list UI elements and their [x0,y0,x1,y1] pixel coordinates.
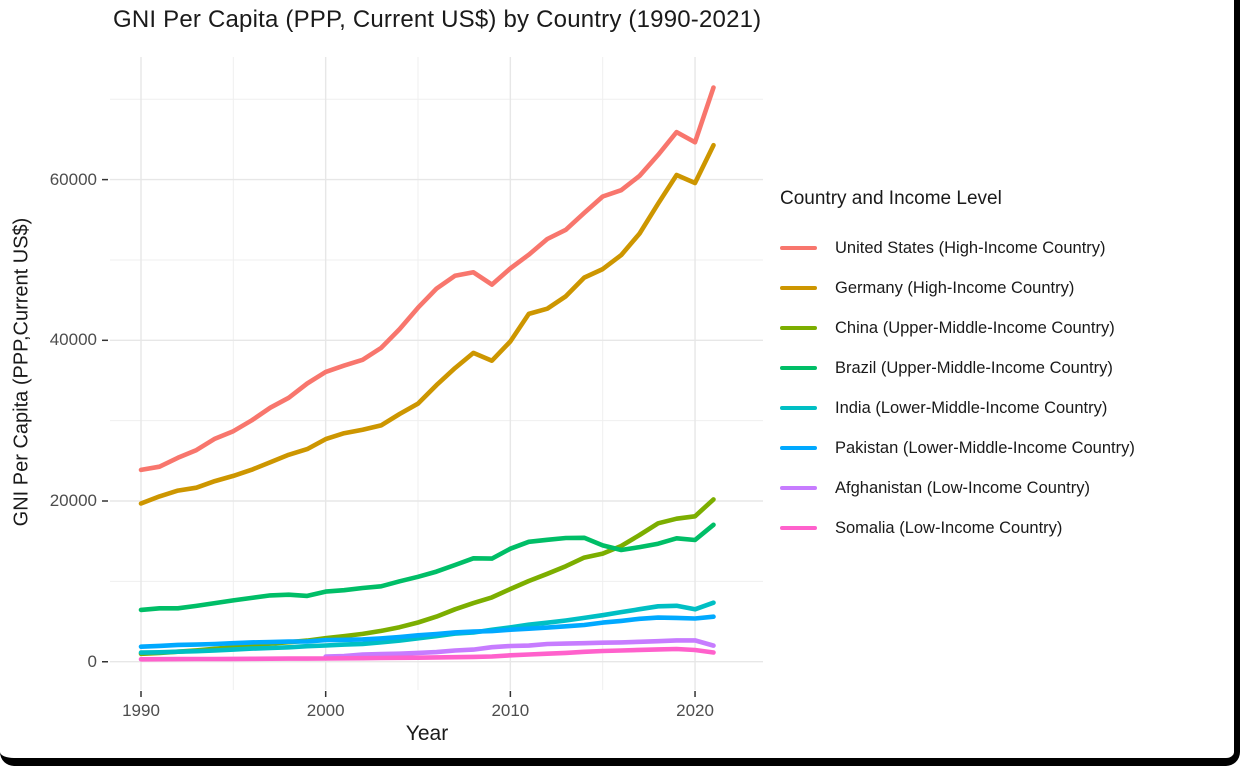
series-lines [138,85,716,662]
legend-key-swatch [780,245,817,251]
legend-item: Afghanistan (Low-Income Country) [780,477,1135,499]
gridlines [110,57,763,690]
y-tick-label: 60000 [49,169,97,189]
series-line-germany [138,142,716,506]
legend-item-label: Brazil (Upper-Middle-Income Country) [835,358,1113,377]
series-line-united-states [138,85,716,473]
series-line-india [138,600,716,655]
legend-item: India (Lower-Middle-Income Country) [780,397,1135,419]
x-tick-label: 2000 [306,701,345,720]
y-axis-title: GNI Per Capita (PPP,Current US$) [10,217,33,527]
legend-item: United States (High-Income Country) [780,237,1135,259]
legend-item-label: Germany (High-Income Country) [835,278,1075,297]
x-tick-label: 1990 [122,701,160,720]
legend-title: Country and Income Level [780,188,1002,209]
legend-item: Brazil (Upper-Middle-Income Country) [780,357,1135,379]
legend-item-label: United States (High-Income Country) [835,238,1106,257]
series-line-china [138,497,716,657]
legend-item: Germany (High-Income Country) [780,277,1135,299]
legend-items: United States (High-Income Country) Germa… [780,237,1135,539]
series-line-pakistan [138,614,716,649]
legend-key-swatch [780,405,817,411]
y-tick-label: 40000 [49,330,97,350]
legend-item: Somalia (Low-Income Country) [780,517,1135,539]
legend-key-swatch [780,325,817,331]
y-tick-label: 20000 [49,491,97,510]
series-line-brazil [138,522,716,613]
legend-key-swatch [780,445,817,451]
series-line-somalia [138,646,716,662]
x-axis-title: Year [405,722,449,745]
y-tick-label: 0 [87,651,97,671]
legend-key-swatch [780,365,817,371]
axis-ticks [102,178,696,697]
x-tick-label: 2010 [491,701,530,720]
chart-title: GNI Per Capita (PPP, Current US$) by Cou… [113,6,762,33]
legend-item: China (Upper-Middle-Income Country) [780,317,1135,339]
series-line-afghanistan [323,638,716,659]
legend-key-swatch [780,485,817,491]
legend-item-label: Somalia (Low-Income Country) [835,518,1063,537]
legend-item-label: Pakistan (Lower-Middle-Income Country) [835,438,1135,457]
legend-key-swatch [780,285,817,291]
legend-item: Pakistan (Lower-Middle-Income Country) [780,437,1135,459]
legend-item-label: China (Upper-Middle-Income Country) [835,318,1115,337]
legend-item-label: India (Lower-Middle-Income Country) [835,398,1108,417]
legend-key-swatch [780,525,817,531]
legend: Country and Income Level United States (… [780,188,1135,557]
legend-item-label: Afghanistan (Low-Income Country) [835,478,1090,497]
x-tick-label: 2020 [676,701,714,720]
